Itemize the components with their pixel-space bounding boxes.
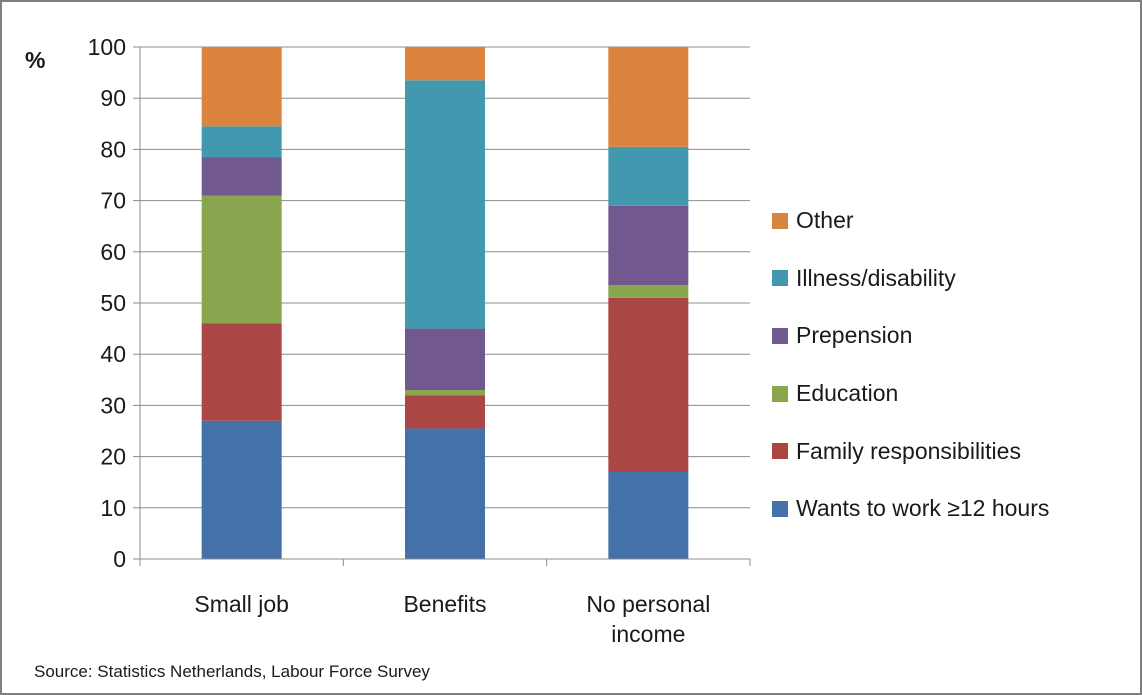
- bar-segment: [405, 47, 485, 81]
- legend-item: Wants to work ≥12 hours: [772, 480, 1134, 538]
- bar-segment: [405, 80, 485, 329]
- legend: Other Illness/disability Prepension Educati…: [772, 192, 1134, 538]
- bars: [201, 47, 689, 559]
- y-tick-label: 40: [100, 341, 126, 367]
- bar-segment: [201, 157, 282, 196]
- bar-segment: [201, 323, 282, 421]
- y-tick-label: 0: [113, 546, 126, 572]
- y-axis-label: %: [25, 47, 45, 73]
- legend-label: Family responsibilities: [796, 437, 1021, 464]
- y-tick-label: 90: [100, 85, 126, 111]
- legend-label: Illness/disability: [796, 264, 956, 291]
- bar-segment: [405, 328, 485, 391]
- axes: [133, 46, 751, 566]
- bar-segment: [405, 395, 485, 429]
- legend-swatch: [772, 385, 788, 402]
- legend-item: Illness/disability: [772, 250, 1134, 308]
- y-tick-label: 70: [100, 188, 126, 214]
- y-tick-label: 100: [88, 34, 126, 60]
- x-tick-label: No personal: [586, 591, 710, 617]
- y-tick-label: 60: [100, 239, 126, 265]
- legend-swatch: [772, 443, 788, 460]
- bar-segment: [608, 205, 689, 286]
- bar-segment: [201, 47, 282, 127]
- bar-segment: [608, 471, 689, 559]
- bar-segment: [201, 195, 282, 324]
- bar-segment: [405, 390, 485, 396]
- legend-item: Other: [772, 192, 1134, 250]
- legend-label: Prepension: [796, 322, 913, 349]
- source-note: Source: Statistics Netherlands, Labour F…: [34, 662, 430, 681]
- legend-item: Education: [772, 365, 1134, 423]
- bar-segment: [608, 146, 689, 206]
- legend-label: Education: [796, 380, 899, 407]
- y-tick-label: 20: [100, 444, 126, 470]
- tick-labels: 0 10 20 30 40 50 60 70 80 90 100% Small job Benefits…: [25, 34, 710, 647]
- bar-segment: [201, 420, 282, 559]
- legend-item: Family responsibilities: [772, 422, 1134, 480]
- legend-swatch: [772, 270, 788, 287]
- bar-segment: [608, 47, 689, 147]
- y-tick-label: 50: [100, 290, 126, 316]
- x-tick-label: income: [611, 621, 685, 647]
- bar-segment: [405, 428, 485, 559]
- x-tick-label: Benefits: [403, 591, 486, 617]
- bar-segment: [201, 126, 282, 158]
- legend-label: Wants to work ≥12 hours: [796, 495, 1050, 522]
- legend-swatch: [772, 212, 788, 229]
- legend-label: Other: [796, 207, 854, 234]
- bar-segment: [608, 297, 689, 472]
- legend-swatch: [772, 500, 788, 517]
- y-tick-label: 10: [100, 495, 126, 521]
- y-tick-label: 80: [100, 136, 126, 162]
- legend-swatch: [772, 327, 788, 344]
- legend-item: Prepension: [772, 307, 1134, 365]
- y-tick-label: 30: [100, 392, 126, 418]
- bar-segment: [608, 285, 689, 298]
- x-tick-label: Small job: [194, 591, 289, 617]
